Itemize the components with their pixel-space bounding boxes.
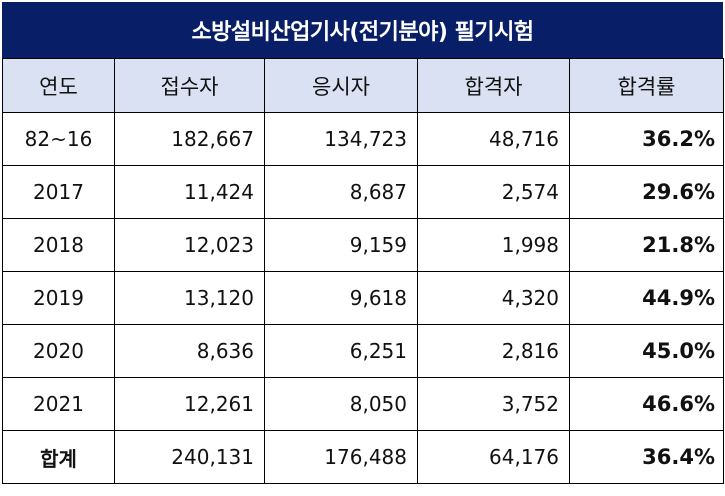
cell-pass-rate: 45.0% xyxy=(569,324,724,378)
cell-pass-rate: 21.8% xyxy=(569,218,724,272)
cell-examinees: 9,618 xyxy=(264,271,418,325)
cell-pass-rate: 44.9% xyxy=(569,271,724,325)
total-row: 합계 240,131 176,488 64,176 36.4% xyxy=(2,430,724,484)
table-row: 2020 8,636 6,251 2,816 45.0% xyxy=(2,324,724,378)
cell-applicants: 12,023 xyxy=(114,218,265,272)
table-row: 2018 12,023 9,159 1,998 21.8% xyxy=(2,218,724,272)
table-row: 2021 12,261 8,050 3,752 46.6% xyxy=(2,377,724,431)
exam-statistics-table: 연도 접수자 응시자 합격자 합격률 82~16 182,667 134,723… xyxy=(2,58,724,484)
table-row: 2019 13,120 9,618 4,320 44.9% xyxy=(2,271,724,325)
total-pass-rate: 36.4% xyxy=(569,430,724,484)
cell-applicants: 182,667 xyxy=(114,112,265,166)
cell-examinees: 6,251 xyxy=(264,324,418,378)
cell-examinees: 8,687 xyxy=(264,165,418,219)
cell-pass-rate: 29.6% xyxy=(569,165,724,219)
header-passers: 합격자 xyxy=(417,58,570,113)
header-year: 연도 xyxy=(2,58,115,113)
cell-passers: 2,574 xyxy=(417,165,570,219)
cell-year: 2017 xyxy=(2,165,115,219)
cell-year: 2021 xyxy=(2,377,115,431)
cell-passers: 4,320 xyxy=(417,271,570,325)
cell-pass-rate: 46.6% xyxy=(569,377,724,431)
total-label: 합계 xyxy=(2,430,115,484)
cell-year: 82~16 xyxy=(2,112,115,166)
cell-applicants: 13,120 xyxy=(114,271,265,325)
cell-pass-rate: 36.2% xyxy=(569,112,724,166)
cell-passers: 3,752 xyxy=(417,377,570,431)
header-pass-rate: 합격률 xyxy=(569,58,724,113)
cell-year: 2019 xyxy=(2,271,115,325)
cell-year: 2020 xyxy=(2,324,115,378)
cell-examinees: 8,050 xyxy=(264,377,418,431)
cell-examinees: 9,159 xyxy=(264,218,418,272)
header-applicants: 접수자 xyxy=(114,58,265,113)
cell-applicants: 11,424 xyxy=(114,165,265,219)
header-row: 연도 접수자 응시자 합격자 합격률 xyxy=(2,58,724,113)
cell-year: 2018 xyxy=(2,218,115,272)
total-applicants: 240,131 xyxy=(114,430,265,484)
total-examinees: 176,488 xyxy=(264,430,418,484)
cell-applicants: 8,636 xyxy=(114,324,265,378)
cell-passers: 48,716 xyxy=(417,112,570,166)
cell-examinees: 134,723 xyxy=(264,112,418,166)
table-title: 소방설비산업기사(전기분야) 필기시험 xyxy=(2,2,723,58)
cell-passers: 1,998 xyxy=(417,218,570,272)
header-examinees: 응시자 xyxy=(264,58,418,113)
cell-applicants: 12,261 xyxy=(114,377,265,431)
total-passers: 64,176 xyxy=(417,430,570,484)
cell-passers: 2,816 xyxy=(417,324,570,378)
table-row: 2017 11,424 8,687 2,574 29.6% xyxy=(2,165,724,219)
table-row: 82~16 182,667 134,723 48,716 36.2% xyxy=(2,112,724,166)
